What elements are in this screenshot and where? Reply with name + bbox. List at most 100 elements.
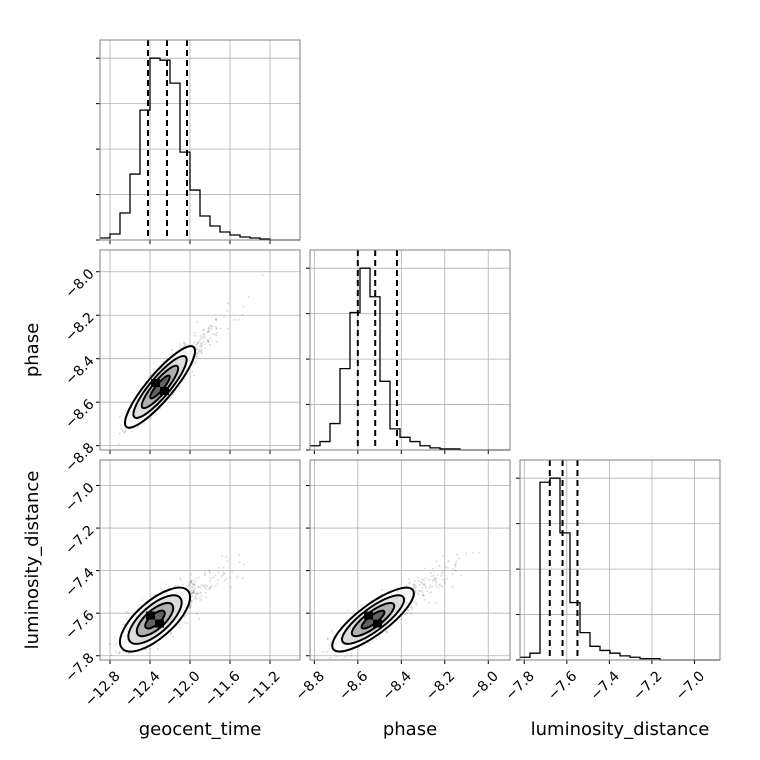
sample-point bbox=[210, 325, 213, 328]
sample-point bbox=[418, 589, 421, 592]
sample-point bbox=[326, 638, 329, 641]
sample-point bbox=[432, 574, 435, 577]
sample-point bbox=[203, 333, 206, 336]
sample-point bbox=[444, 581, 447, 584]
sample-point bbox=[442, 579, 445, 581]
sample-point bbox=[194, 334, 197, 337]
sample-point bbox=[421, 581, 424, 584]
sample-point bbox=[452, 568, 455, 571]
sample-point bbox=[189, 573, 192, 576]
samples bbox=[321, 551, 480, 660]
sample-point bbox=[125, 610, 128, 613]
sample-point bbox=[179, 346, 182, 349]
sample-point bbox=[207, 327, 210, 330]
sample-point bbox=[199, 348, 202, 351]
sample-point bbox=[174, 585, 176, 587]
sample-point bbox=[222, 573, 224, 576]
sample-point bbox=[109, 642, 112, 645]
sample-point bbox=[199, 599, 202, 602]
y-tick-label-phase: −8.2 bbox=[62, 310, 97, 345]
sample-point bbox=[344, 655, 347, 658]
sample-point bbox=[414, 602, 417, 605]
sample-point bbox=[183, 621, 186, 624]
hist-panel-phase bbox=[306, 249, 511, 454]
sample-point bbox=[196, 577, 198, 580]
contour-0 bbox=[124, 345, 196, 429]
sample-point bbox=[190, 581, 193, 584]
sample-point bbox=[179, 626, 182, 629]
sample-point bbox=[197, 351, 200, 354]
sample-point bbox=[215, 328, 218, 330]
sample-point bbox=[208, 343, 211, 346]
sample-point bbox=[190, 581, 193, 584]
sample-point bbox=[347, 609, 350, 612]
sample-point bbox=[198, 618, 201, 620]
scatter-panel-geocent_time-phase bbox=[96, 249, 301, 454]
sample-point bbox=[422, 582, 425, 585]
x-tick-label-luminosity_distance: −7.0 bbox=[673, 668, 708, 703]
sample-point bbox=[131, 430, 134, 433]
sample-point bbox=[323, 651, 326, 653]
sample-point bbox=[424, 577, 427, 579]
sample-point bbox=[168, 397, 171, 400]
sample-point bbox=[188, 582, 191, 585]
sample-point bbox=[209, 585, 212, 588]
sample-point bbox=[193, 592, 196, 595]
sample-point bbox=[212, 576, 215, 579]
sample-point bbox=[115, 650, 118, 653]
sample-point bbox=[429, 584, 432, 587]
sample-point bbox=[412, 583, 415, 586]
sample-point bbox=[439, 584, 442, 587]
panel-frame bbox=[99, 39, 301, 241]
sample-point bbox=[204, 591, 207, 594]
sample-point bbox=[241, 577, 244, 580]
sample-point bbox=[188, 583, 191, 586]
sample-point bbox=[458, 557, 461, 560]
sample-point bbox=[148, 376, 150, 379]
sample-point bbox=[192, 590, 195, 593]
sample-point bbox=[167, 585, 170, 588]
sample-point bbox=[153, 368, 156, 371]
x-tick-label-geocent_time: −11.2 bbox=[242, 668, 284, 710]
sample-point bbox=[223, 572, 226, 575]
sample-point bbox=[197, 586, 200, 589]
sample-point bbox=[227, 302, 230, 305]
sample-point bbox=[196, 348, 199, 351]
sample-point bbox=[229, 586, 232, 589]
contour-2 bbox=[350, 601, 396, 638]
sample-point bbox=[433, 578, 436, 581]
contour-1 bbox=[132, 354, 188, 419]
sample-point bbox=[422, 584, 425, 586]
sample-point bbox=[421, 591, 424, 594]
sample-point bbox=[192, 589, 195, 592]
hist-panel-luminosity_distance bbox=[516, 459, 721, 664]
sample-point bbox=[120, 424, 122, 427]
histogram-phase bbox=[310, 267, 510, 451]
sample-point bbox=[410, 612, 413, 615]
sample-point bbox=[193, 584, 196, 587]
sample-point bbox=[170, 349, 173, 351]
y-axis-label-phase: phase bbox=[22, 323, 43, 377]
sample-point bbox=[442, 570, 445, 573]
sample-point bbox=[204, 573, 207, 576]
sample-point bbox=[179, 577, 182, 580]
x-tick-label-phase: −8.2 bbox=[423, 668, 458, 703]
sample-point bbox=[435, 577, 438, 580]
y-axis-label-luminosity_distance: luminosity_distance bbox=[22, 471, 43, 650]
x-axis-label-phase: phase bbox=[383, 719, 437, 740]
sample-point bbox=[214, 325, 217, 328]
sample-point bbox=[120, 427, 123, 430]
sample-point bbox=[175, 584, 178, 587]
sample-point bbox=[199, 591, 202, 594]
sample-point bbox=[190, 592, 193, 594]
sample-point bbox=[210, 585, 213, 587]
sample-point bbox=[413, 600, 416, 603]
sample-point bbox=[190, 595, 193, 598]
sample-point bbox=[201, 349, 204, 352]
sample-point bbox=[195, 361, 198, 364]
sample-point bbox=[413, 580, 416, 583]
sample-point bbox=[178, 343, 181, 346]
sample-point bbox=[381, 588, 384, 591]
sample-point bbox=[215, 327, 218, 330]
sample-point bbox=[113, 635, 116, 638]
